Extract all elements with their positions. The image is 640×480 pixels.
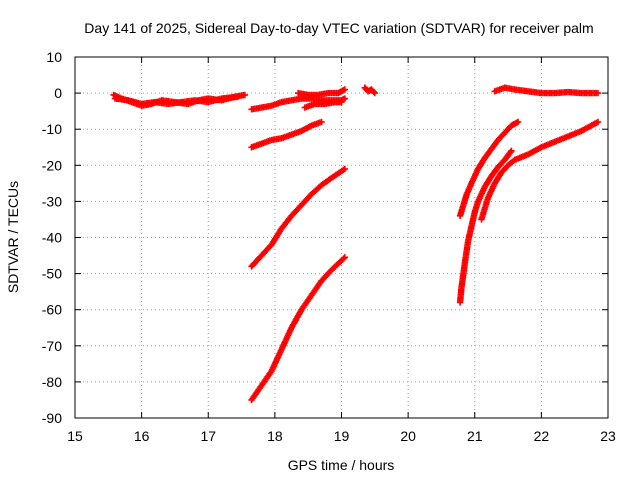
y-tick-label: -60	[42, 302, 62, 318]
series-arc-f	[361, 84, 379, 97]
data-point	[370, 88, 377, 96]
series-arc-c	[248, 95, 349, 113]
data-point	[514, 118, 522, 126]
data-point	[235, 93, 242, 100]
y-tick-label: -30	[42, 193, 62, 209]
y-tick-label: -10	[42, 121, 62, 137]
series-arc-m	[491, 84, 602, 97]
data-point	[341, 165, 349, 173]
data-point	[594, 118, 602, 126]
y-tick-label: -20	[42, 157, 62, 173]
plot-frame	[74, 56, 609, 419]
x-tick-label: 20	[400, 428, 416, 444]
x-tick-label: 15	[67, 428, 83, 444]
data-point	[594, 89, 602, 97]
data-point	[241, 91, 249, 99]
series-arc-d	[294, 86, 349, 99]
x-tick-label: 23	[600, 428, 616, 444]
x-tick-label: 18	[267, 428, 283, 444]
series-arc-b	[111, 93, 242, 108]
y-tick-label: 0	[54, 85, 62, 101]
data-point	[508, 147, 515, 155]
series-arc-e	[301, 98, 345, 111]
data-point	[371, 89, 379, 97]
grid	[75, 57, 608, 418]
y-axis-label: SDTVAR / TECUs	[5, 181, 21, 293]
series-arc-h	[248, 165, 349, 270]
series-arc-l	[478, 118, 602, 223]
x-tick-label: 16	[134, 428, 150, 444]
series-arc-j	[456, 118, 522, 220]
data-point	[341, 86, 349, 93]
series-arc-k	[456, 147, 515, 306]
x-tick-label: 19	[334, 428, 350, 444]
data-points	[110, 84, 602, 404]
x-tick-label: 21	[467, 428, 483, 444]
data-point	[341, 95, 349, 102]
y-tick-label: -90	[42, 410, 62, 426]
data-point	[340, 255, 347, 262]
chart-title: Day 141 of 2025, Sidereal Day-to-day VTE…	[84, 20, 593, 36]
data-point	[507, 148, 514, 156]
data-point	[341, 254, 349, 261]
x-tick-label: 22	[534, 428, 550, 444]
series-arc-g	[248, 118, 325, 151]
axis-ticks: 15 16 17 18 19 20 21 22 23 10 0 -10 -20 -30 -40 -50 -60 -…	[42, 49, 616, 444]
x-axis-label: GPS time / hours	[288, 457, 395, 473]
y-tick-label: -80	[42, 374, 62, 390]
x-tick-label: 17	[200, 428, 216, 444]
y-tick-label: -70	[42, 338, 62, 354]
y-tick-label: -40	[42, 230, 62, 246]
data-point	[318, 118, 325, 126]
series-arc-i	[248, 254, 349, 404]
y-tick-label: 10	[46, 49, 62, 65]
y-tick-label: -50	[42, 266, 62, 282]
data-point	[338, 98, 345, 106]
